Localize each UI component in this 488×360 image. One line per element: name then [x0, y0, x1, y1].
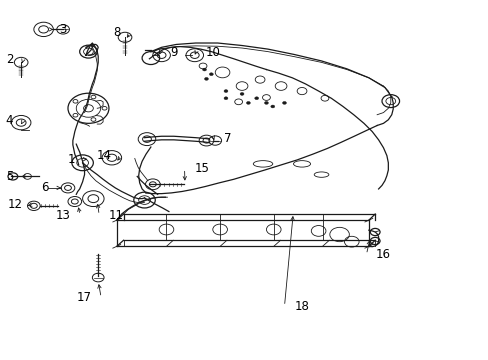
- Text: 2: 2: [6, 53, 13, 66]
- Circle shape: [202, 68, 206, 71]
- Text: 7: 7: [223, 132, 230, 145]
- Text: 4: 4: [6, 114, 13, 127]
- Circle shape: [254, 97, 258, 100]
- Text: 10: 10: [205, 46, 220, 59]
- Text: 14: 14: [97, 149, 112, 162]
- Text: 1: 1: [68, 153, 75, 166]
- Text: 11: 11: [109, 209, 123, 222]
- Text: 12: 12: [8, 198, 23, 211]
- Text: 6: 6: [41, 181, 48, 194]
- Text: 8: 8: [113, 27, 121, 40]
- Circle shape: [282, 102, 286, 104]
- Circle shape: [264, 102, 268, 104]
- Circle shape: [270, 105, 274, 108]
- Circle shape: [224, 97, 227, 100]
- Text: 15: 15: [194, 162, 209, 175]
- Circle shape: [209, 73, 213, 76]
- Text: 17: 17: [76, 291, 91, 304]
- Circle shape: [204, 77, 208, 80]
- Text: 18: 18: [294, 300, 308, 313]
- Circle shape: [240, 93, 244, 95]
- Circle shape: [246, 102, 250, 104]
- Circle shape: [224, 90, 227, 93]
- Text: 13: 13: [56, 209, 70, 222]
- Text: 16: 16: [375, 248, 390, 261]
- Text: 9: 9: [169, 46, 177, 59]
- Text: 3: 3: [59, 23, 66, 36]
- Text: 5: 5: [6, 170, 13, 183]
